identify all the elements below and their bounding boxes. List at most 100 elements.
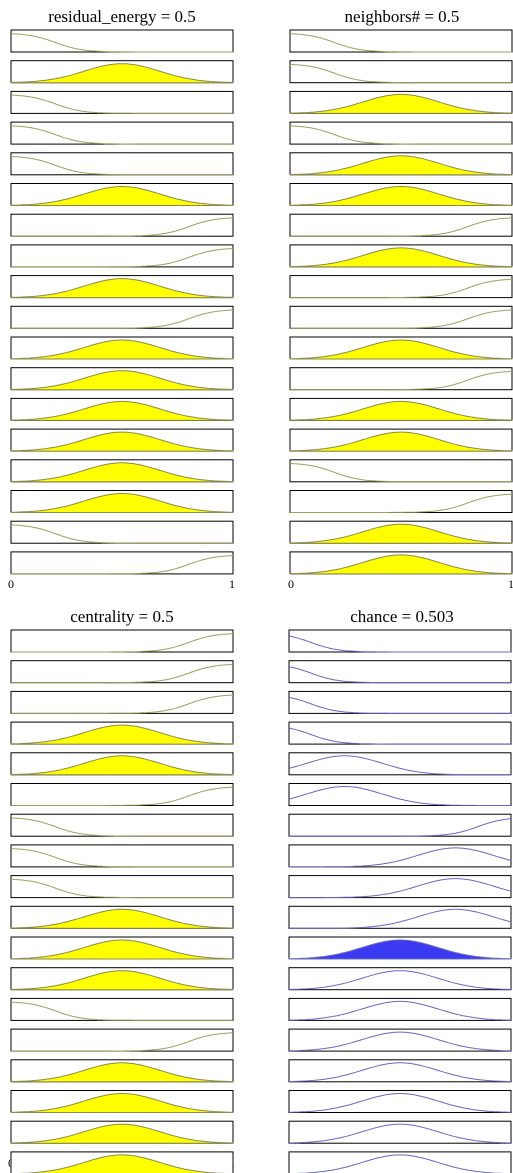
mf-curve xyxy=(11,848,233,868)
mf-curve xyxy=(294,1154,506,1173)
mf-curve-fired xyxy=(10,462,234,483)
mf-curve xyxy=(290,463,512,483)
mf-curve xyxy=(289,1062,511,1082)
mf-curve xyxy=(290,217,512,237)
mf-curve-fired xyxy=(289,247,513,268)
mf-row-frame xyxy=(288,1059,512,1083)
mf-row-frame xyxy=(10,305,234,329)
mf-curve-fired xyxy=(16,1154,228,1173)
mf-curve xyxy=(289,1000,511,1021)
mf-curve-fired xyxy=(10,970,234,991)
mf-curve-fired xyxy=(289,400,513,421)
x-tick-max: 1 xyxy=(508,577,513,591)
mf-curve-fired xyxy=(10,186,234,206)
mf-curve xyxy=(289,818,512,837)
mf-curve xyxy=(288,786,511,806)
mf-curve xyxy=(288,755,511,776)
mf-curve xyxy=(288,635,511,653)
mf-curve xyxy=(11,817,233,837)
mf-curve-fired xyxy=(10,400,234,421)
mf-curve xyxy=(289,908,512,929)
mf-curve xyxy=(11,156,233,176)
mf-curve-fired xyxy=(289,339,513,360)
mf-curve-fired xyxy=(10,939,234,960)
mf-row-frame xyxy=(289,29,513,53)
mf-row-frame xyxy=(288,629,512,653)
mf-row-frame xyxy=(10,875,234,899)
mf-curve xyxy=(290,309,512,329)
mf-curve-fired xyxy=(10,63,234,84)
mf-curve-fired xyxy=(289,93,513,114)
mf-row-frame xyxy=(10,29,234,53)
mf-curve xyxy=(11,878,233,899)
mf-curve xyxy=(290,33,512,53)
mf-curve xyxy=(289,847,512,868)
mf-curve xyxy=(11,248,233,268)
mf-curve xyxy=(11,524,233,544)
mf-row-frame xyxy=(288,875,512,899)
panel-3 xyxy=(288,629,512,1173)
mf-row-frame xyxy=(288,721,512,745)
mf-row-frame xyxy=(288,844,512,868)
panel-2 xyxy=(10,629,234,1173)
mf-row-frame xyxy=(289,275,513,299)
mf-curve-fired xyxy=(10,1093,234,1113)
mf-row-frame xyxy=(288,1120,512,1144)
panel-1 xyxy=(289,29,513,575)
mf-row-frame xyxy=(10,629,234,653)
mf-curve-fired xyxy=(289,523,513,544)
mf-curve xyxy=(11,217,233,237)
mf-curve xyxy=(290,493,512,513)
mf-curve xyxy=(288,727,511,745)
mf-curve xyxy=(11,125,233,145)
mf-row-frame xyxy=(10,690,234,714)
mf-row-frame xyxy=(10,813,234,837)
mf-curve xyxy=(11,633,233,653)
mf-row-frame xyxy=(288,690,512,714)
mf-row-frame xyxy=(289,60,513,84)
mf-curve-fired xyxy=(10,724,234,745)
mf-curve xyxy=(288,666,511,684)
panel-title-chance: chance = 0.503 xyxy=(350,607,454,626)
mf-curve xyxy=(289,1123,511,1144)
mf-row-frame xyxy=(289,305,513,329)
panel-title-residual-energy: residual_energy = 0.5 xyxy=(48,7,196,26)
mf-curve-fired xyxy=(10,1123,234,1144)
mf-curve xyxy=(290,278,512,299)
mf-curve xyxy=(11,555,233,575)
mf-curve-fired xyxy=(10,493,234,513)
mf-curve xyxy=(290,125,512,145)
mf-row-frame xyxy=(288,783,512,806)
mf-row-frame xyxy=(10,244,234,268)
mf-row-frame xyxy=(10,520,234,544)
mf-row-frame xyxy=(288,967,512,991)
mf-row-frame xyxy=(10,844,234,868)
mf-curve-fired xyxy=(289,155,513,176)
mf-curve-fired xyxy=(10,278,234,299)
mf-curve xyxy=(11,94,233,114)
mf-curve xyxy=(11,309,233,329)
mf-curve xyxy=(289,1031,511,1052)
mf-row-frame xyxy=(289,213,513,237)
x-tick-min: 0 xyxy=(288,577,294,591)
mf-row-frame xyxy=(288,752,512,776)
x-tick-max: 1 xyxy=(229,577,235,591)
mf-row-frame xyxy=(289,367,513,391)
mf-curve xyxy=(11,1001,233,1021)
mf-row-frame xyxy=(10,213,234,237)
mf-curve-fired xyxy=(10,339,234,360)
mf-row-frame xyxy=(288,813,512,837)
mf-curve xyxy=(11,786,233,806)
mf-curve xyxy=(288,696,511,714)
mf-row-frame xyxy=(10,997,234,1021)
mf-curve-fired xyxy=(10,1062,234,1083)
mf-row-frame xyxy=(10,152,234,176)
mf-row-frame xyxy=(10,551,234,575)
mf-curve xyxy=(289,1093,511,1113)
panel-title-centrality: centrality = 0.5 xyxy=(70,607,174,626)
mf-curve xyxy=(11,33,233,53)
panel-0 xyxy=(10,29,234,575)
mf-curve xyxy=(289,970,511,990)
mf-curve xyxy=(11,694,233,714)
panel-title-neighbors: neighbors# = 0.5 xyxy=(345,7,460,26)
